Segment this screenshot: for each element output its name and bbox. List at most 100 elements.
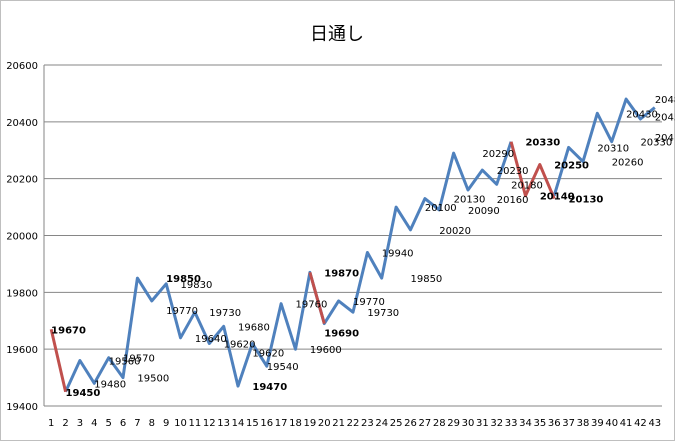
data-label: 19850 <box>410 274 442 285</box>
data-label: 19940 <box>382 249 414 260</box>
data-label: 19600 <box>310 345 342 356</box>
series-line-2 <box>49 141 556 393</box>
data-label: 20310 <box>597 143 629 154</box>
x-tick-label: 36 <box>548 418 561 429</box>
data-label: 20130 <box>569 195 604 206</box>
y-axis: 19400 19600 19800 20000 20200 20400 20600 <box>6 61 45 413</box>
data-label: 19870 <box>324 268 359 279</box>
data-label: 20480 <box>655 95 675 106</box>
data-label: 20090 <box>468 206 500 217</box>
data-label: 19640 <box>195 334 227 345</box>
x-tick-label: 9 <box>163 418 169 429</box>
x-tick-label: 33 <box>505 418 518 429</box>
data-label: 19500 <box>137 374 169 385</box>
data-label: 19830 <box>181 280 213 291</box>
data-label: 20100 <box>425 203 457 214</box>
series-line-1 <box>64 97 656 393</box>
x-tick-label: 1 <box>48 418 54 429</box>
x-tick-label: 20 <box>318 418 331 429</box>
data-label: 20130 <box>454 195 486 206</box>
data-label: 19730 <box>367 308 399 319</box>
x-tick-label: 2 <box>62 418 68 429</box>
x-tick-label: 39 <box>591 418 604 429</box>
data-label: 19770 <box>353 297 385 308</box>
x-tick-label: 28 <box>433 418 446 429</box>
gridlines <box>44 64 662 407</box>
x-tick-label: 35 <box>533 418 546 429</box>
data-label: 19760 <box>296 300 328 311</box>
x-tick-label: 10 <box>174 418 187 429</box>
x-tick-label: 19 <box>304 418 317 429</box>
x-tick-label: 31 <box>476 418 489 429</box>
x-tick-label: 14 <box>232 418 245 429</box>
y-tick-label: 20000 <box>6 232 38 243</box>
x-tick-label: 43 <box>648 418 661 429</box>
x-tick-label: 42 <box>634 418 647 429</box>
x-tick-label: 34 <box>519 418 532 429</box>
x-tick-label: 24 <box>375 418 388 429</box>
x-tick-label: 6 <box>120 418 126 429</box>
data-label: 20230 <box>497 166 529 177</box>
x-tick-label: 16 <box>260 418 273 429</box>
y-tick-label: 19800 <box>6 288 38 299</box>
data-label: 19480 <box>94 379 126 390</box>
data-label: 20250 <box>554 160 589 171</box>
data-label: 19470 <box>252 382 287 393</box>
data-label: 20450 <box>655 113 675 124</box>
data-label: 20330 <box>640 138 672 149</box>
x-tick-label: 11 <box>189 418 202 429</box>
data-label: 19570 <box>123 354 155 365</box>
data-label: 19620 <box>224 339 256 350</box>
y-tick-label: 19600 <box>6 345 38 356</box>
data-label: 19450 <box>66 388 101 399</box>
data-label: 20290 <box>482 149 514 160</box>
x-tick-label: 30 <box>462 418 475 429</box>
x-tick-label: 21 <box>332 418 345 429</box>
data-label: 19680 <box>238 322 270 333</box>
x-tick-label: 23 <box>361 418 374 429</box>
x-tick-label: 13 <box>217 418 230 429</box>
data-label: 20180 <box>511 180 543 191</box>
data-label: 19770 <box>166 306 198 317</box>
data-label: 20330 <box>525 138 560 149</box>
y-tick-label: 20400 <box>6 118 38 129</box>
x-tick-label: 5 <box>105 418 111 429</box>
x-tick-label: 4 <box>91 418 97 429</box>
data-label: 19670 <box>51 325 86 336</box>
data-label: 19560 <box>109 357 141 368</box>
x-tick-label: 26 <box>404 418 417 429</box>
x-tick-label: 18 <box>289 418 302 429</box>
data-label: 20140 <box>540 192 575 203</box>
data-label: 20020 <box>439 226 471 237</box>
data-label: 20260 <box>612 158 644 169</box>
y-tick-label: 19400 <box>6 402 38 413</box>
x-tick-label: 38 <box>577 418 590 429</box>
data-label: 19850 <box>166 274 201 285</box>
x-tick-label: 41 <box>620 418 633 429</box>
x-tick-label: 25 <box>390 418 403 429</box>
x-tick-label: 29 <box>447 418 460 429</box>
x-tick-label: 22 <box>347 418 360 429</box>
x-tick-label: 3 <box>77 418 83 429</box>
x-tick-label: 7 <box>134 418 140 429</box>
data-label: 20160 <box>497 195 529 206</box>
y-tick-label: 20200 <box>6 175 38 186</box>
x-tick-label: 27 <box>418 418 431 429</box>
data-label: 19540 <box>267 362 299 373</box>
series-lines <box>49 97 656 393</box>
data-label: 20410 <box>655 133 675 144</box>
x-axis: 1 2 3 4 5 6 7 8 9 10 11 12 13 14 15 16 17 18 19 20 21 22 23 24 2… <box>48 418 661 429</box>
data-label: 19730 <box>209 308 241 319</box>
chart-title: 日通し <box>310 24 364 45</box>
x-tick-label: 37 <box>562 418 575 429</box>
x-tick-label: 8 <box>149 418 155 429</box>
x-tick-label: 40 <box>605 418 618 429</box>
x-tick-label: 32 <box>490 418 503 429</box>
data-label: 19620 <box>252 348 284 359</box>
data-label: 20430 <box>626 109 658 120</box>
data-label: 19690 <box>324 329 359 340</box>
x-tick-label: 15 <box>246 418 259 429</box>
